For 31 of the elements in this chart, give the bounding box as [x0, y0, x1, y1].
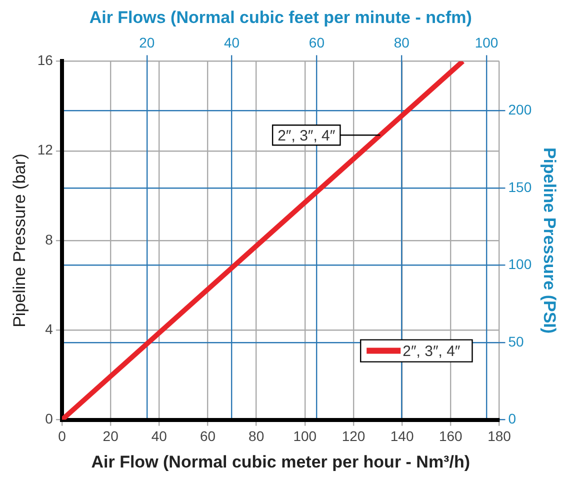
x-tick-label: 120: [342, 428, 366, 444]
x2-tick-label: 80: [394, 34, 410, 51]
x-tick-label: 60: [200, 428, 216, 444]
y-axis-title: Pipeline Pressure (bar): [10, 154, 29, 328]
y2-tick-label: 150: [508, 178, 532, 195]
annotation: 2″, 3″, 4″: [278, 127, 336, 144]
y-tick-label: 0: [45, 410, 54, 427]
y2-tick-label: 0: [508, 410, 516, 427]
x-tick-label: 180: [488, 428, 512, 444]
y-tick-label: 12: [37, 142, 54, 158]
x-tick-label: 80: [248, 428, 264, 444]
y2-tick-label: 100: [508, 256, 532, 272]
x2-tick-label: 100: [474, 34, 498, 51]
x-tick-label: 100: [293, 428, 317, 444]
y-tick-label: 4: [45, 321, 54, 338]
x-tick-label: 40: [151, 428, 168, 444]
legend-label: 2″, 3″, 4″: [402, 342, 461, 360]
x-tick-label: 140: [390, 428, 414, 444]
x2-tick-label: 20: [139, 34, 155, 51]
x2-tick-label: 60: [308, 34, 325, 51]
y2-tick-label: 50: [508, 333, 524, 350]
y-tick-label: 8: [45, 231, 54, 248]
x-tick-label: 160: [438, 428, 463, 444]
x2-axis-title: Air Flows (Normal cubic feet per minute - ncfm): [89, 8, 472, 27]
y2-tick-label: 200: [508, 102, 532, 118]
x-tick-label: 20: [102, 428, 119, 444]
x-axis-title: Air Flow (Normal cubic meter per hour - Nm³/h): [91, 452, 470, 472]
x2-tick-label: 40: [224, 34, 240, 51]
y2-axis-title: Pipeline Pressure (PSI): [540, 147, 560, 334]
y-tick-label: 16: [37, 52, 54, 68]
x-tick-label: 0: [58, 428, 66, 444]
